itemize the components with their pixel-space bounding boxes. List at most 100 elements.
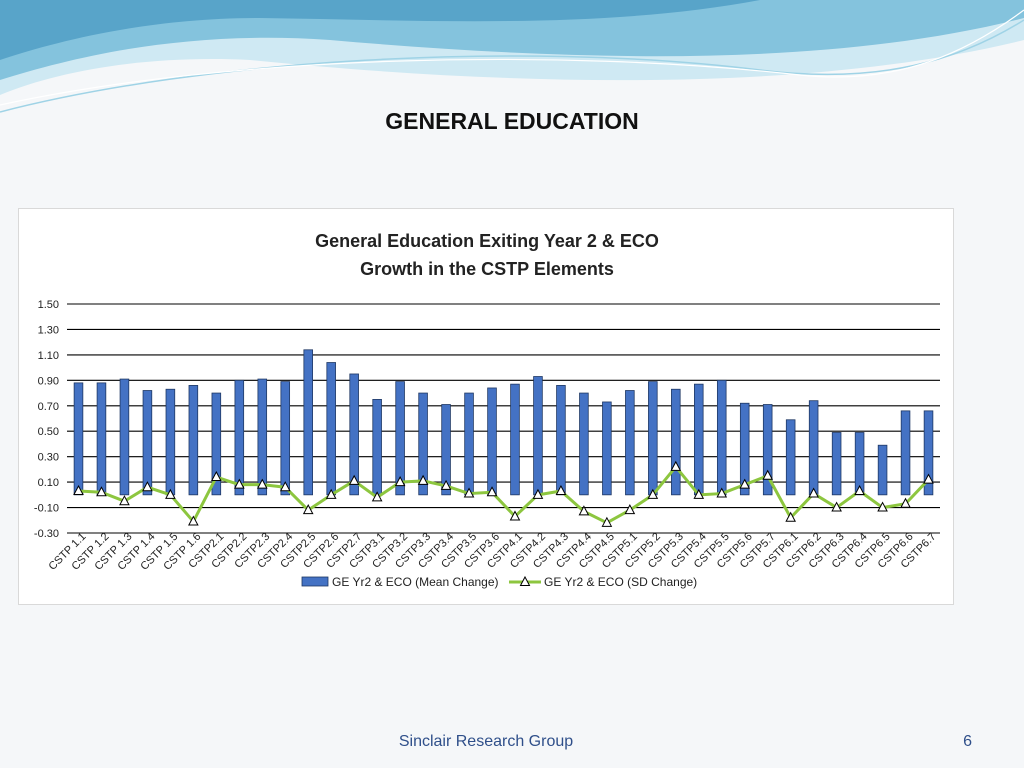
legend-label-sd-change: GE Yr2 & ECO (SD Change) — [544, 575, 697, 589]
marker-sd-change — [647, 488, 659, 499]
marker-sd-change — [900, 497, 911, 508]
marker-sd-change — [486, 486, 498, 497]
bar-mean-change — [280, 381, 291, 496]
y-tick-label: 0.70 — [38, 401, 59, 413]
bar-mean-change — [211, 392, 222, 496]
marker-sd-change — [119, 495, 130, 506]
marker-sd-change — [142, 481, 153, 492]
marker-sd-change — [371, 491, 383, 502]
bar-mean-change — [510, 383, 520, 496]
line-series — [73, 460, 934, 527]
page-number: 6 — [963, 733, 972, 750]
marker-sd-change — [509, 510, 521, 521]
marker-sd-change — [325, 488, 337, 499]
marker-sd-change — [532, 488, 544, 499]
bar-mean-change — [831, 432, 842, 496]
chart-title-line-1: General Education Exiting Year 2 & ECO — [315, 231, 659, 251]
marker-sd-change — [762, 469, 774, 480]
bar-mean-change — [441, 404, 451, 496]
chart-svg: 1.50 1.30 1.10 0.90 0.70 0.50 0.30 0.10 -0.10 -0.… — [34, 231, 940, 589]
bar-mean-change — [648, 381, 658, 496]
marker-sd-change — [670, 460, 682, 471]
bar-mean-change — [326, 362, 336, 496]
wave-line-2 — [0, 9, 1024, 106]
bar-mean-change — [602, 401, 612, 496]
footer-organization: Sinclair Research Group — [398, 733, 574, 750]
bar-mean-change — [372, 399, 382, 496]
marker-sd-change — [923, 473, 934, 484]
wave-dark — [0, 0, 1024, 80]
bar-mean-change — [694, 383, 704, 496]
marker-sd-change — [831, 501, 842, 512]
marker-sd-change — [417, 474, 429, 485]
y-tick-label: -0.10 — [34, 503, 59, 515]
slide-title: GENERAL EDUCATION — [385, 108, 639, 134]
bar-series — [73, 349, 934, 496]
bar-mean-change — [625, 390, 635, 496]
marker-sd-change — [808, 487, 819, 498]
bar-mean-change — [73, 382, 84, 496]
bar-mean-change — [877, 444, 888, 496]
y-tick-label: -0.30 — [34, 528, 59, 540]
bar-mean-change — [556, 385, 566, 496]
marker-sd-change — [693, 488, 705, 499]
bar-mean-change — [487, 387, 497, 496]
y-tick-label: 1.30 — [38, 324, 59, 336]
y-tick-label: 0.10 — [38, 477, 59, 489]
bar-mean-change — [303, 349, 313, 496]
bar-mean-change — [785, 419, 796, 496]
legend-marker-sd-change — [519, 575, 531, 586]
marker-sd-change — [394, 476, 406, 487]
marker-sd-change — [578, 505, 590, 516]
wave-deep — [0, 0, 760, 60]
marker-sd-change — [188, 515, 199, 526]
bar-mean-change — [257, 378, 268, 496]
bar-mean-change — [165, 388, 176, 496]
bar-mean-change — [671, 388, 681, 496]
bar-mean-change — [923, 410, 934, 496]
bar-mean-change — [349, 373, 359, 496]
bar-mean-change — [900, 410, 911, 496]
marker-sd-change — [739, 478, 751, 489]
marker-sd-change — [96, 486, 107, 497]
bar-mean-change — [119, 378, 130, 496]
bar-mean-change — [418, 392, 428, 496]
y-tick-label: 0.30 — [38, 452, 59, 464]
bar-mean-change — [716, 379, 727, 496]
bar-mean-change — [96, 382, 107, 496]
y-tick-label: 1.10 — [38, 350, 59, 362]
marker-sd-change — [233, 478, 245, 489]
marker-sd-change — [302, 504, 314, 515]
marker-sd-change — [165, 488, 176, 499]
marker-sd-change — [440, 479, 452, 490]
bar-mean-change — [142, 390, 153, 496]
marker-sd-change — [256, 478, 268, 489]
bar-mean-change — [533, 376, 543, 496]
marker-sd-change — [716, 487, 728, 498]
legend: GE Yr2 & ECO (Mean Change) GE Yr2 & ECO … — [301, 575, 697, 589]
marker-sd-change — [348, 474, 360, 485]
bar-mean-change — [234, 379, 245, 496]
marker-sd-change — [624, 504, 636, 515]
bar-mean-change — [762, 404, 773, 496]
bar-mean-change — [395, 381, 405, 496]
legend-label-mean-change: GE Yr2 & ECO (Mean Change) — [332, 575, 499, 589]
y-tick-label: 1.50 — [38, 299, 59, 311]
marker-sd-change — [877, 501, 888, 512]
bar-mean-change — [739, 402, 750, 496]
chart-title: General Education Exiting Year 2 & ECO G… — [315, 231, 659, 279]
bar-mean-change — [808, 400, 819, 496]
line-sd-change — [78, 465, 930, 525]
marker-sd-change — [785, 511, 797, 522]
marker-sd-change — [279, 481, 291, 492]
y-tick-label: 0.50 — [38, 426, 59, 438]
marker-sd-change — [463, 487, 475, 498]
marker-sd-change — [210, 470, 222, 482]
chart-container: 1.50 1.30 1.10 0.90 0.70 0.50 0.30 0.10 -0.10 -0.… — [18, 208, 954, 605]
bar-mean-change — [464, 392, 474, 496]
marker-sd-change — [854, 484, 865, 496]
bar-mean-change — [188, 385, 199, 496]
y-tick-label: 0.90 — [38, 375, 59, 387]
